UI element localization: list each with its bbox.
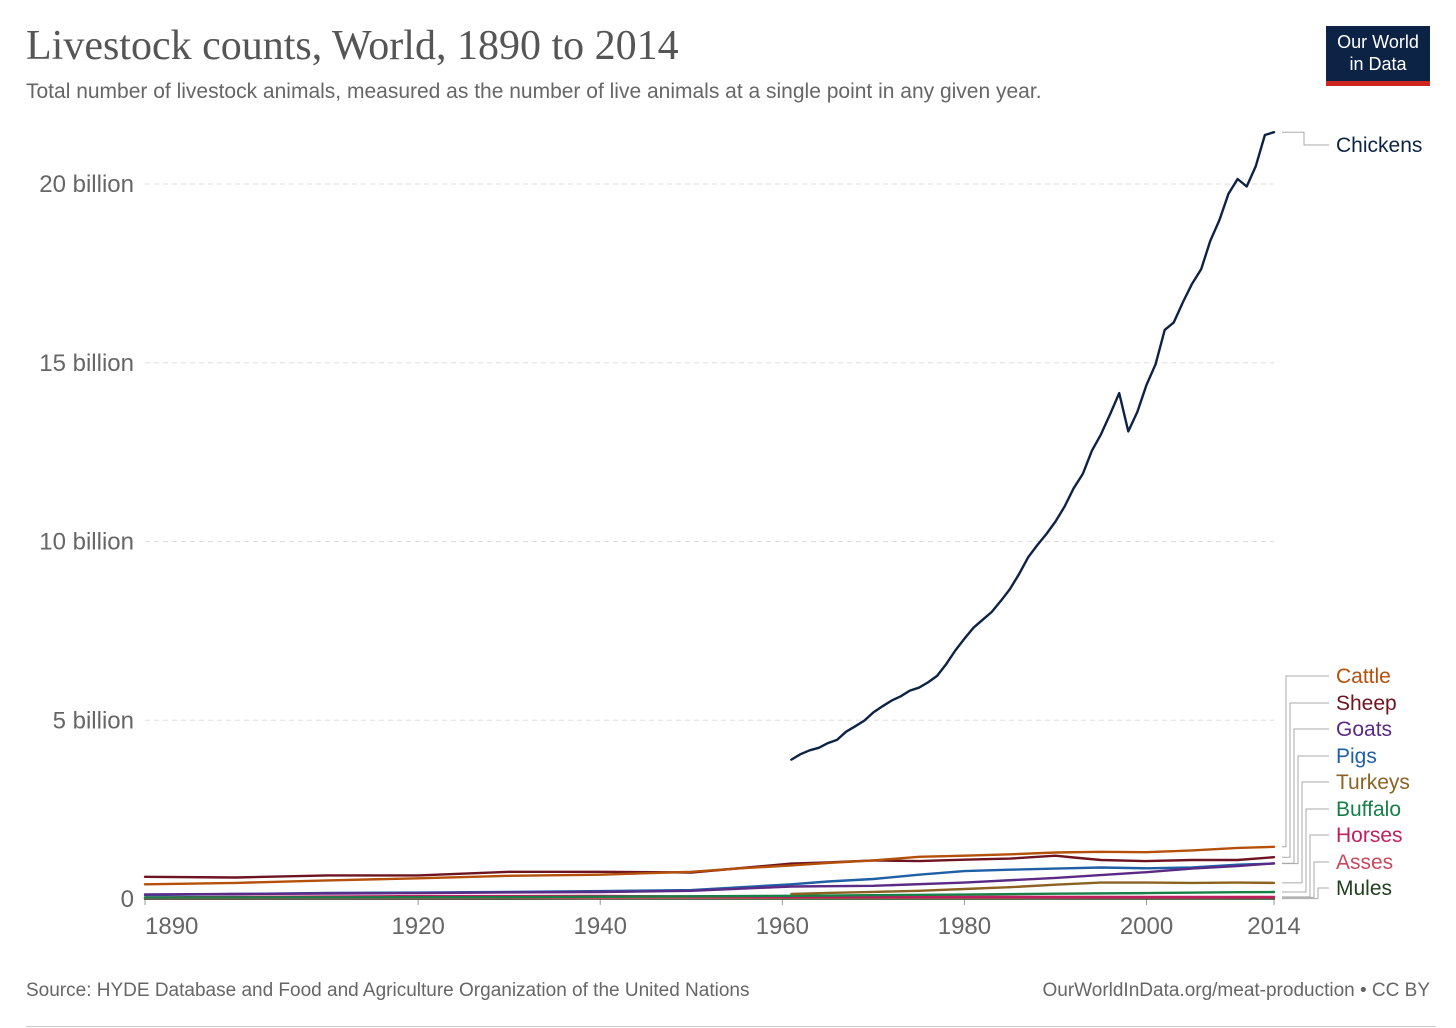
x-tick-label: 1960	[756, 913, 809, 940]
chart-subtitle: Total number of livestock animals, measu…	[26, 80, 1042, 103]
y-tick-label: 0	[121, 886, 134, 913]
logo-line-2: in Data	[1349, 54, 1407, 74]
x-tick-label: 1890	[145, 913, 198, 940]
source-note: Source: HYDE Database and Food and Agric…	[26, 980, 750, 1001]
leader-line-turkeys	[1282, 781, 1329, 884]
logo-line-1: Our World	[1337, 32, 1419, 52]
y-tick-label: 5 billion	[53, 707, 134, 734]
x-tick-label: 2014	[1247, 913, 1300, 940]
grid-layer	[145, 183, 1274, 721]
y-tick-label: 15 billion	[39, 350, 134, 377]
series-label-pigs: Pigs	[1336, 745, 1377, 768]
series-label-chickens: Chickens	[1336, 134, 1422, 157]
logo-accent-bar	[1326, 81, 1430, 86]
series-label-cattle: Cattle	[1336, 665, 1391, 688]
leader-line-mules	[1282, 887, 1329, 900]
chart-title: Livestock counts, World, 1890 to 2014	[26, 23, 679, 69]
y-tick-label: 10 billion	[39, 529, 134, 556]
leader-line-chickens	[1282, 131, 1329, 146]
series-label-sheep: Sheep	[1336, 692, 1397, 715]
series-layer	[143, 130, 1276, 900]
y-tick-label: 20 billion	[39, 171, 134, 198]
x-tick-label: 1980	[938, 913, 991, 940]
series-label-asses: Asses	[1336, 851, 1393, 874]
leader-line-cattle	[1282, 675, 1329, 848]
series-label-mules: Mules	[1336, 877, 1392, 900]
leader-line-buffalo	[1282, 808, 1329, 893]
series-line-chickens	[790, 130, 1276, 761]
x-tick-label: 2000	[1120, 913, 1173, 940]
series-line-turkeys	[790, 881, 1276, 896]
series-line-cattle	[143, 845, 1276, 886]
leader-line-asses	[1282, 861, 1329, 898]
footer-divider	[26, 1026, 1436, 1027]
series-label-buffalo: Buffalo	[1336, 798, 1401, 821]
label-layer: Chickens Cattle Sheep Goats Pigs Turkeys Buffa…	[1282, 131, 1422, 900]
owid-logo[interactable]: Our World in Data	[1326, 26, 1430, 86]
credit-link[interactable]: OurWorldInData.org/meat-production • CC …	[1042, 980, 1430, 1001]
series-line-sheep	[143, 854, 1276, 879]
leader-line-sheep	[1282, 702, 1329, 858]
axis-layer: 0 5 billion 10 billion 15 billion 20 billion…	[39, 171, 1300, 940]
leader-line-pigs	[1282, 755, 1329, 865]
series-label-turkeys: Turkeys	[1336, 771, 1410, 794]
x-tick-label: 1920	[391, 913, 444, 940]
series-line-buffalo	[143, 890, 1276, 899]
series-label-goats: Goats	[1336, 718, 1392, 741]
series-label-horses: Horses	[1336, 824, 1403, 847]
x-tick-label: 1940	[574, 913, 627, 940]
series-line-goats	[143, 862, 1276, 896]
